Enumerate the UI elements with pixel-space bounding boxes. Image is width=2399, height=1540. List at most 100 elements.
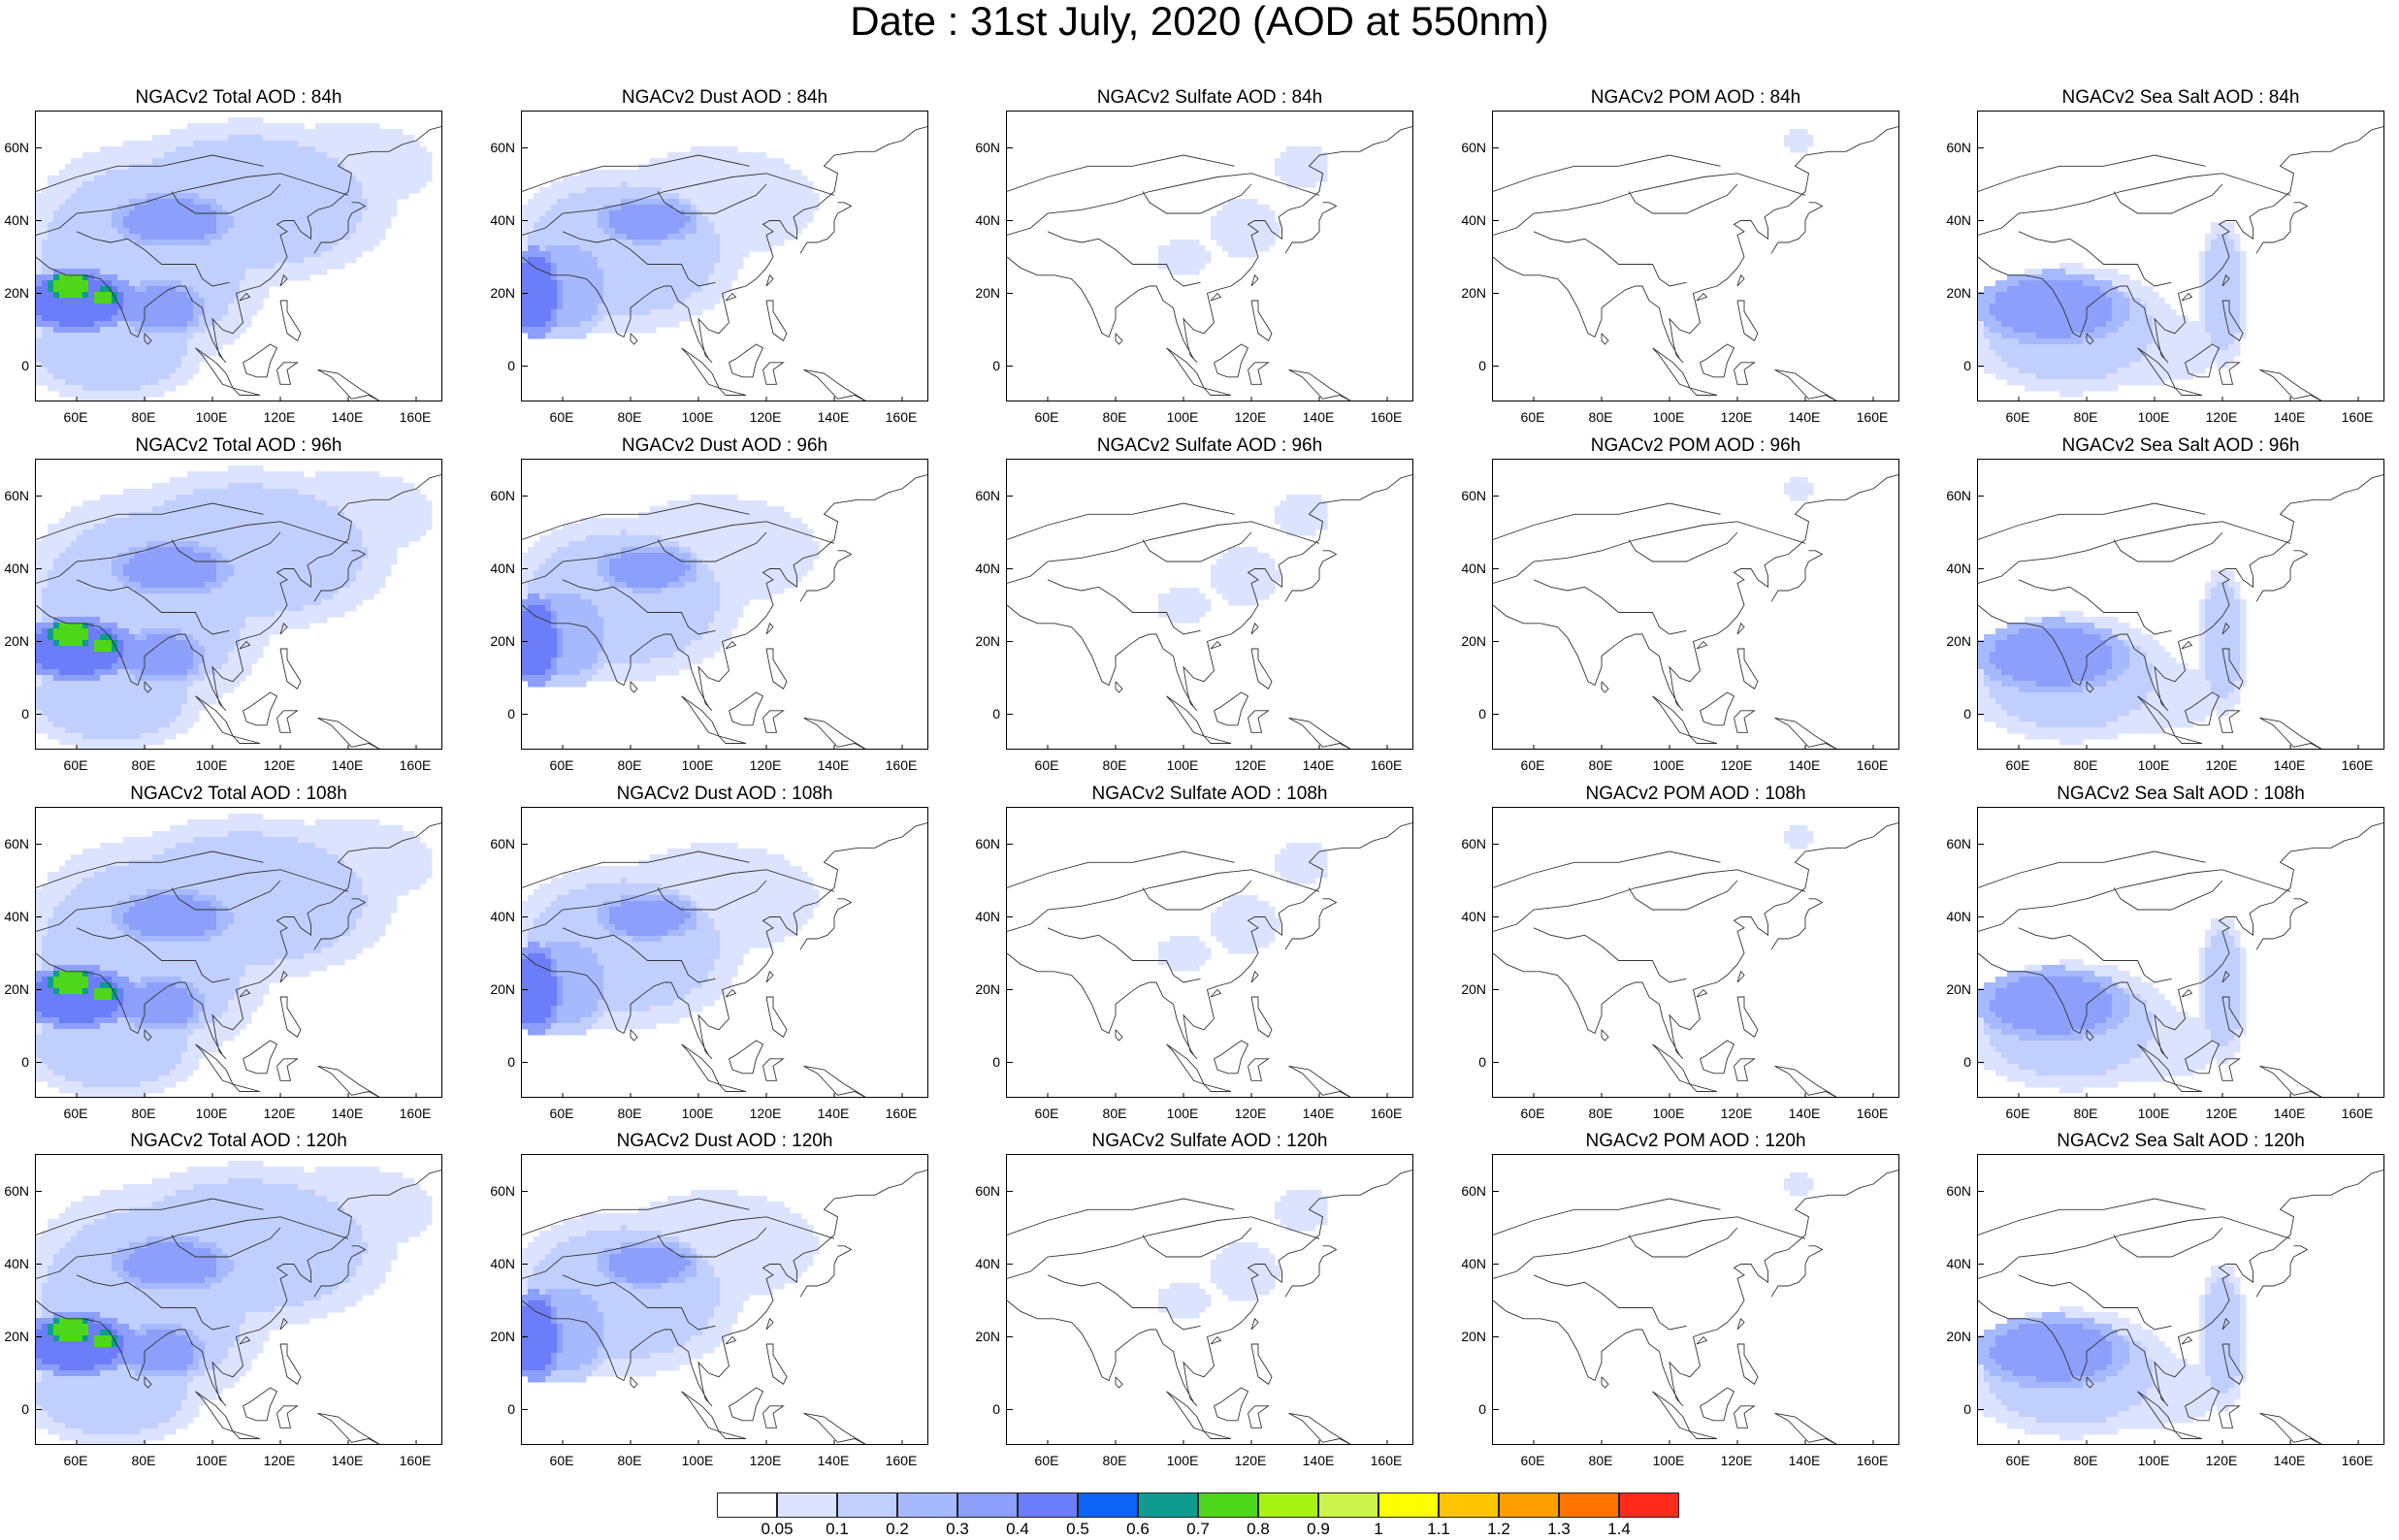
aod-cell [123,181,130,188]
aod-cell [48,257,54,264]
aod-cell [749,158,756,165]
aod-cell [65,240,72,246]
aod-cell [88,245,95,252]
aod-cell [135,304,142,310]
aod-cell [2030,304,2037,310]
aod-cell [368,152,374,159]
aod-cell [385,477,392,484]
aod-cell [164,216,171,223]
aod-cell [656,210,663,217]
aod-cell [164,327,171,334]
aod-cell [1251,210,1258,217]
aod-cell [129,391,136,398]
aod-cell [1182,245,1188,252]
aod-cell [199,286,206,293]
aod-cell [205,483,211,490]
aod-cell [667,269,674,275]
aod-cell [228,263,235,270]
aod-cell [129,269,136,275]
aod-cell [350,135,357,142]
aod-cell [385,489,392,496]
aod-cell [280,193,287,200]
aod-cell [257,158,264,165]
aod-cell [286,141,293,147]
aod-cell [112,304,118,310]
aod-cell [545,292,552,299]
aod-cell [568,176,575,182]
lat-label: 40N [490,211,515,228]
aod-cell [708,228,715,235]
aod-cell [2153,344,2159,351]
lon-label: 120E [263,409,296,425]
aod-cell [790,193,796,200]
aod-cell [403,158,409,165]
aod-cell [315,234,322,241]
aod-cell [263,286,270,293]
aod-cell [522,269,529,275]
aod-cell [755,170,762,176]
aod-cell [106,146,113,153]
aod-cell [801,176,808,182]
aod-cell [373,141,380,147]
aod-cell [702,187,709,194]
aod-cell [112,152,118,159]
aod-cell [662,274,668,281]
aod-cell [2205,309,2212,316]
aod-cell [1199,245,1206,252]
aod-cell [123,350,130,357]
aod-cell [36,269,43,275]
aod-cell [199,495,206,501]
aod-cell [801,205,808,211]
aod-cell [592,304,599,310]
aod-cell [598,251,604,258]
aod-cell [112,216,118,223]
aod-cell [1807,135,1814,142]
aod-cell [170,269,177,275]
aod-cell [65,304,72,310]
aod-cell [1995,333,2002,339]
aod-cell [2036,286,2043,293]
aod-cell [1187,269,1194,275]
aod-cell [2048,333,2055,339]
aod-cell [403,495,409,501]
aod-cell [187,135,194,142]
aod-cell [286,152,293,159]
aod-cell [222,123,229,130]
aod-cell [170,373,177,380]
aod-cell [697,176,703,182]
aod-cell [592,327,599,334]
aod-cell [632,304,639,310]
aod-cell [2141,379,2148,386]
aod-cell [373,158,380,165]
aod-cell [245,489,252,496]
aod-cell [1246,228,1252,235]
aod-cell [656,205,663,211]
aod-cell [141,304,147,310]
aod-cell [187,368,194,374]
aod-cell [181,257,188,264]
aod-cell [123,205,130,211]
aod-cell [350,170,357,176]
aod-cell [164,187,171,194]
aod-cell [1978,350,1985,357]
aod-cell [379,187,386,194]
aod-cell [731,222,738,229]
aod-cell [1257,228,1264,235]
aod-cell [761,234,767,241]
aod-cell [609,216,616,223]
aod-cell [251,309,258,316]
aod-cell [152,292,159,299]
aod-cell [350,234,357,241]
aod-cell [362,205,369,211]
aod-cell [755,187,762,194]
aod-cell [1990,350,1996,357]
aod-cell [251,164,258,171]
aod-cell [627,176,633,182]
aod-cell [2211,269,2218,275]
aod-cell [245,500,252,507]
aod-cell [48,216,54,223]
aod-cell [339,176,345,182]
aod-cell [615,240,622,246]
aod-cell [48,199,54,206]
aod-cell [129,152,136,159]
